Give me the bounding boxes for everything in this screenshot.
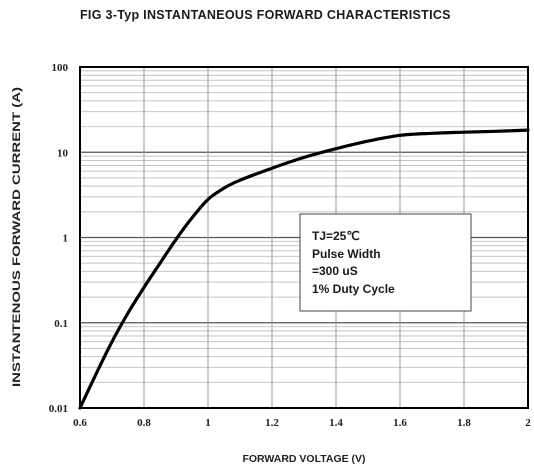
note-line-pulse: Pulse Width <box>312 247 381 261</box>
x-axis-label: FORWARD VOLTAGE (V) <box>242 453 365 465</box>
x-tick-label: 2 <box>525 417 531 429</box>
note-line-width: =300 uS <box>312 264 358 278</box>
x-tick-label: 1 <box>205 417 211 429</box>
y-tick-label: 1 <box>63 233 69 245</box>
condition-note-box <box>299 213 472 312</box>
x-tick-label: 1.6 <box>393 417 407 429</box>
y-tick-label: 10 <box>57 147 69 159</box>
y-axis-label: INSTANTENOUS FORWARD CURRENT (A) <box>11 87 23 387</box>
chart-title: FIG 3-Typ INSTANTANEOUS FORWARD CHARACTE… <box>80 8 451 22</box>
note-line-duty: 1% Duty Cycle <box>312 282 395 296</box>
x-tick-labels: 0.6 0.8 1 1.2 1.4 1.6 1.8 2 <box>73 417 531 429</box>
x-tick-label: 0.8 <box>137 417 151 429</box>
plot-frame <box>79 66 529 409</box>
x-tick-label: 1.8 <box>457 417 471 429</box>
y-tick-label: 0.01 <box>49 403 68 415</box>
x-tick-label: 1.4 <box>329 417 343 429</box>
y-tick-labels: 0.01 0.1 1 10 100 <box>49 62 69 415</box>
y-tick-label: 100 <box>52 62 69 74</box>
condition-note: TJ=25℃ Pulse Width =300 uS 1% Duty Cycle <box>299 213 472 312</box>
y-tick-label: 0.1 <box>54 318 68 330</box>
forward-current-curve <box>78 128 530 410</box>
x-tick-label: 0.6 <box>73 417 87 429</box>
x-tick-label: 1.2 <box>265 417 279 429</box>
note-line-temp: TJ=25℃ <box>312 229 360 243</box>
